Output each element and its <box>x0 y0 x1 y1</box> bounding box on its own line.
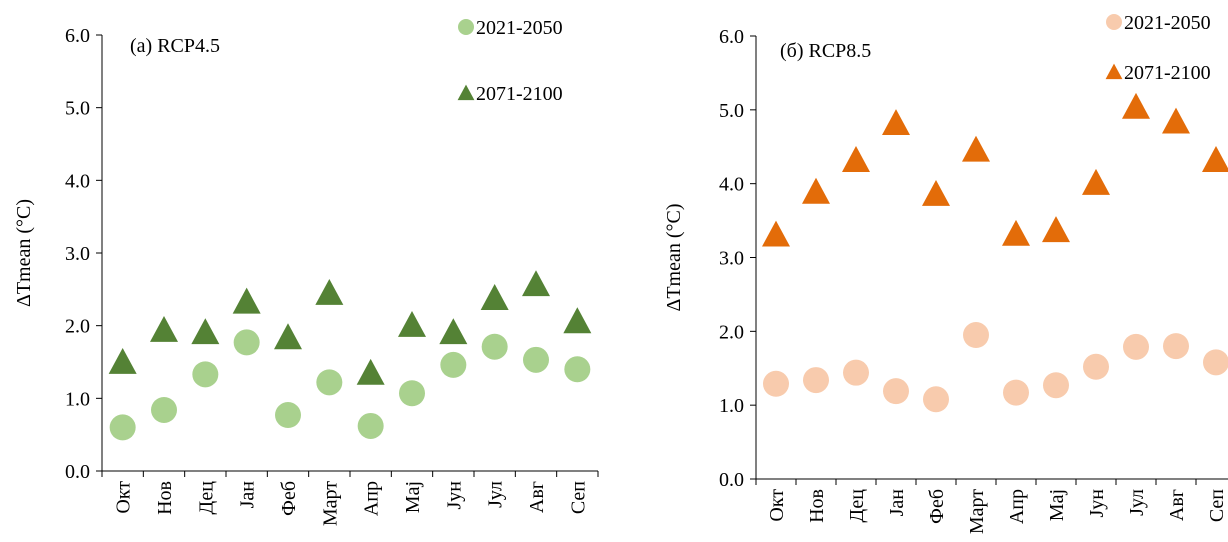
data-point <box>922 180 950 206</box>
data-point <box>1083 353 1109 380</box>
data-point <box>316 369 343 396</box>
data-point <box>399 380 425 407</box>
y-tick-label: 6.0 <box>65 25 90 47</box>
y-axis-label: ΔTmean (°C) <box>13 199 35 307</box>
legend-marker <box>458 19 474 35</box>
data-point <box>151 396 177 423</box>
y-tick-label: 1.0 <box>65 388 90 410</box>
data-point <box>440 351 467 378</box>
x-tick-label: Јул <box>485 481 507 508</box>
y-tick-label: 2.0 <box>719 321 744 343</box>
data-point <box>439 318 468 345</box>
data-point <box>275 402 301 429</box>
y-axis-label: ΔTmean (°C) <box>663 203 685 311</box>
x-tick-label: Јун <box>1086 489 1108 518</box>
y-tick-label: 0.0 <box>719 469 744 491</box>
legend-label: 2021-2050 <box>476 17 563 39</box>
legend-label: 2071-2100 <box>476 83 563 105</box>
y-tick-label: 5.0 <box>65 98 90 120</box>
x-tick-label: Јан <box>886 489 908 517</box>
data-point <box>1043 372 1069 399</box>
x-tick-label: Авг <box>1166 489 1188 521</box>
legend-label: 2071-2100 <box>1124 62 1211 84</box>
data-point <box>763 370 789 397</box>
data-point <box>923 386 949 413</box>
chart-title: (a) RCP4.5 <box>130 35 220 57</box>
x-tick-label: Нов <box>806 489 828 523</box>
data-point <box>564 356 591 383</box>
data-point <box>962 135 990 162</box>
data-point <box>963 322 989 349</box>
data-point <box>356 358 385 385</box>
x-tick-label: Окт <box>766 489 788 522</box>
x-tick-label: Јан <box>237 481 259 509</box>
data-point <box>522 270 550 297</box>
data-point <box>1122 92 1150 119</box>
y-tick-label: 2.0 <box>65 316 90 338</box>
legend-marker <box>457 84 475 101</box>
data-point <box>274 323 302 350</box>
y-tick-label: 4.0 <box>719 174 744 196</box>
data-point <box>398 310 426 337</box>
legend-label: 2021-2050 <box>1124 12 1211 34</box>
data-point <box>191 318 220 345</box>
x-tick-label: Нов <box>154 481 176 515</box>
x-tick-label: Авг <box>526 481 548 513</box>
data-point <box>315 278 344 305</box>
x-tick-label: Апр <box>1006 489 1028 524</box>
x-tick-label: Сеп <box>1206 489 1228 522</box>
x-tick-label: Дец <box>195 481 217 515</box>
x-tick-label: Апр <box>361 481 383 516</box>
data-point <box>233 329 260 356</box>
data-point <box>481 333 508 360</box>
x-tick-label: Феб <box>278 481 300 516</box>
x-tick-label: Март <box>966 489 988 534</box>
x-tick-label: Март <box>319 481 341 526</box>
data-point <box>1202 146 1228 172</box>
data-point <box>1042 216 1070 243</box>
data-point <box>842 146 870 172</box>
y-tick-label: 3.0 <box>719 248 744 270</box>
data-point <box>563 307 592 334</box>
data-point <box>232 287 261 314</box>
data-point <box>1082 168 1110 195</box>
chart-title: (б) RCP8.5 <box>780 40 871 62</box>
x-tick-label: Дец <box>846 489 868 523</box>
y-tick-label: 6.0 <box>719 26 744 48</box>
legend-marker <box>1106 14 1122 30</box>
data-point <box>1162 107 1190 134</box>
data-point <box>480 284 509 310</box>
data-point <box>108 348 137 374</box>
x-tick-label: Окт <box>113 481 135 514</box>
data-point <box>803 367 829 394</box>
data-point <box>1163 333 1189 360</box>
data-point <box>882 109 910 136</box>
legend-marker <box>1105 63 1123 80</box>
y-tick-label: 4.0 <box>65 170 90 192</box>
data-point <box>357 412 384 439</box>
data-point <box>843 359 869 386</box>
x-tick-label: Јул <box>1126 489 1148 516</box>
data-point <box>1123 333 1149 360</box>
y-tick-label: 3.0 <box>65 243 90 265</box>
x-tick-label: Сеп <box>567 481 589 514</box>
y-tick-label: 5.0 <box>719 100 744 122</box>
data-point <box>1002 219 1030 246</box>
y-tick-label: 0.0 <box>65 461 90 483</box>
x-tick-label: Феб <box>926 489 948 524</box>
data-point <box>802 177 830 204</box>
data-point <box>523 346 549 373</box>
y-tick-label: 1.0 <box>719 395 744 417</box>
data-point <box>762 220 790 247</box>
data-point <box>1003 379 1029 406</box>
x-tick-label: Мај <box>1046 489 1068 521</box>
data-point <box>1203 349 1228 376</box>
x-tick-label: Мај <box>402 481 424 513</box>
data-point <box>192 361 219 388</box>
data-point <box>150 316 178 342</box>
data-point <box>883 378 909 405</box>
data-point <box>109 414 136 441</box>
x-tick-label: Јун <box>443 481 465 510</box>
